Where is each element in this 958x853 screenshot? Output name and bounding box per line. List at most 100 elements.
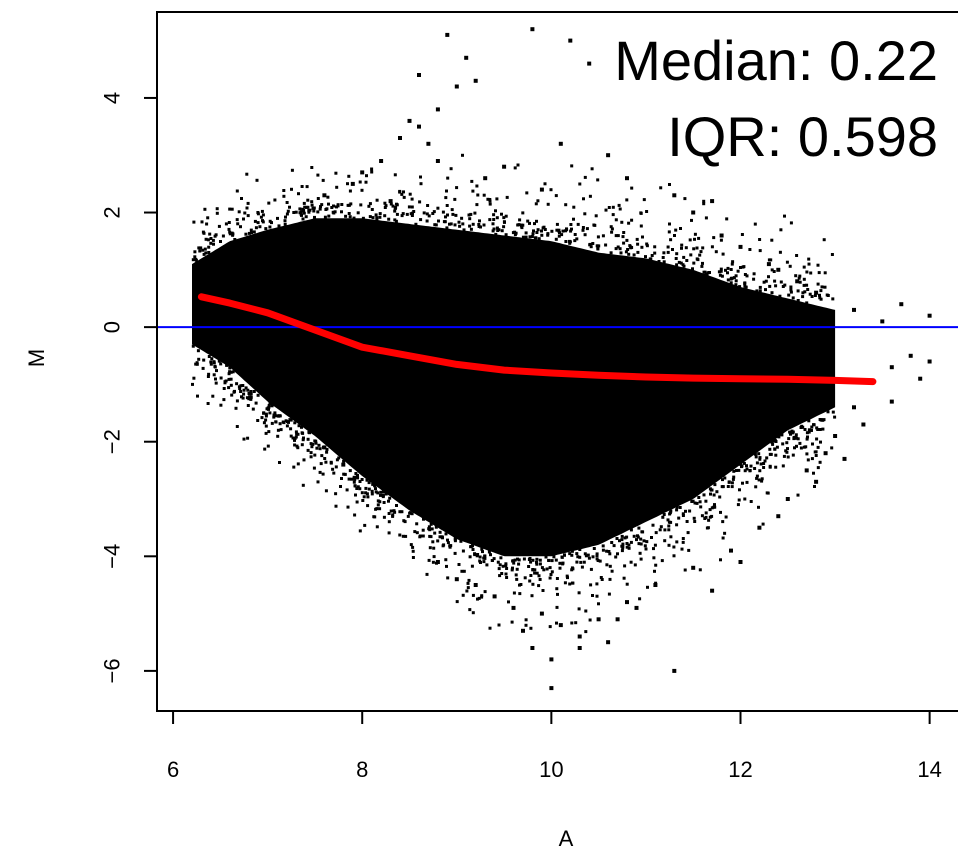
scatter-point xyxy=(313,215,316,219)
scatter-point xyxy=(796,289,800,293)
outlier-point xyxy=(672,193,677,198)
scatter-point xyxy=(817,271,821,275)
scatter-point xyxy=(685,259,689,262)
scatter-point xyxy=(576,555,580,559)
scatter-point xyxy=(389,202,393,206)
scatter-point xyxy=(535,571,539,575)
scatter-point xyxy=(738,488,741,492)
scatter-point xyxy=(704,216,708,220)
scatter-point xyxy=(570,227,573,231)
scatter-point xyxy=(243,211,247,215)
scatter-point xyxy=(807,257,811,261)
scatter-point xyxy=(261,220,265,224)
scatter-point xyxy=(473,211,477,215)
scatter-point xyxy=(620,549,624,553)
scatter-point xyxy=(425,219,429,223)
scatter-point xyxy=(546,233,550,237)
scatter-point xyxy=(270,404,274,408)
scatter-point xyxy=(251,407,255,411)
scatter-point xyxy=(431,540,435,544)
outlier-point xyxy=(927,359,932,364)
scatter-point xyxy=(296,446,300,450)
scatter-point xyxy=(768,284,772,288)
scatter-point xyxy=(682,255,686,259)
scatter-point xyxy=(604,208,608,212)
scatter-point xyxy=(731,477,735,481)
scatter-point xyxy=(268,401,272,405)
scatter-point xyxy=(830,253,834,256)
scatter-point xyxy=(667,543,671,547)
scatter-point xyxy=(400,192,404,196)
scatter-point xyxy=(296,462,300,466)
scatter-point xyxy=(556,592,559,596)
scatter-point xyxy=(395,202,398,206)
scatter-point xyxy=(693,501,697,505)
scatter-point xyxy=(608,552,612,556)
scatter-point xyxy=(268,225,272,229)
scatter-point xyxy=(294,210,298,214)
scatter-point xyxy=(486,197,490,201)
scatter-point xyxy=(535,562,539,566)
scatter-point xyxy=(227,221,231,224)
scatter-point xyxy=(284,419,288,423)
scatter-point xyxy=(730,262,734,266)
scatter-point xyxy=(768,465,772,469)
scatter-point xyxy=(249,390,253,393)
scatter-point xyxy=(796,437,800,441)
scatter-point xyxy=(444,215,447,219)
scatter-point xyxy=(445,204,449,207)
scatter-point xyxy=(325,447,329,451)
scatter-point xyxy=(622,576,626,580)
scatter-point xyxy=(194,362,198,366)
scatter-point xyxy=(482,193,486,197)
scatter-point xyxy=(799,446,803,450)
scatter-point xyxy=(254,401,258,405)
scatter-point xyxy=(513,233,517,237)
scatter-point xyxy=(275,414,279,418)
scatter-point xyxy=(639,537,643,541)
outlier-point xyxy=(889,365,894,370)
scatter-point xyxy=(419,182,423,186)
scatter-point xyxy=(498,563,502,567)
scatter-point xyxy=(831,297,835,301)
scatter-point xyxy=(537,237,541,241)
scatter-point xyxy=(721,536,725,540)
scatter-point xyxy=(387,512,391,515)
scatter-point xyxy=(488,199,492,203)
scatter-point xyxy=(482,223,486,227)
scatter-point xyxy=(503,220,506,224)
scatter-point xyxy=(627,546,631,550)
scatter-point xyxy=(462,228,466,232)
scatter-point xyxy=(209,241,213,245)
scatter-point xyxy=(346,203,350,207)
scatter-point xyxy=(697,236,701,240)
scatter-point xyxy=(262,421,266,425)
scatter-point xyxy=(513,166,517,170)
scatter-point xyxy=(278,422,282,426)
scatter-point xyxy=(605,563,609,567)
scatter-point xyxy=(762,462,766,465)
outlier-point xyxy=(549,657,554,662)
scatter-point xyxy=(693,520,697,523)
scatter-point xyxy=(574,621,578,625)
scatter-point xyxy=(816,263,820,267)
scatter-point xyxy=(197,357,201,361)
scatter-point xyxy=(519,223,523,227)
outlier-point xyxy=(483,176,488,181)
scatter-point xyxy=(513,230,517,234)
scatter-point xyxy=(285,212,289,216)
scatter-point xyxy=(810,295,814,298)
scatter-point xyxy=(761,522,765,526)
scatter-point xyxy=(409,543,413,547)
scatter-point xyxy=(382,501,386,504)
scatter-point xyxy=(475,184,479,188)
scatter-point xyxy=(681,263,685,267)
scatter-point xyxy=(700,514,704,518)
scatter-point xyxy=(471,611,475,615)
scatter-point xyxy=(620,220,624,224)
scatter-point xyxy=(565,574,569,578)
scatter-point xyxy=(695,246,699,250)
scatter-point xyxy=(618,539,621,543)
scatter-point xyxy=(475,203,479,207)
scatter-point xyxy=(785,441,789,445)
